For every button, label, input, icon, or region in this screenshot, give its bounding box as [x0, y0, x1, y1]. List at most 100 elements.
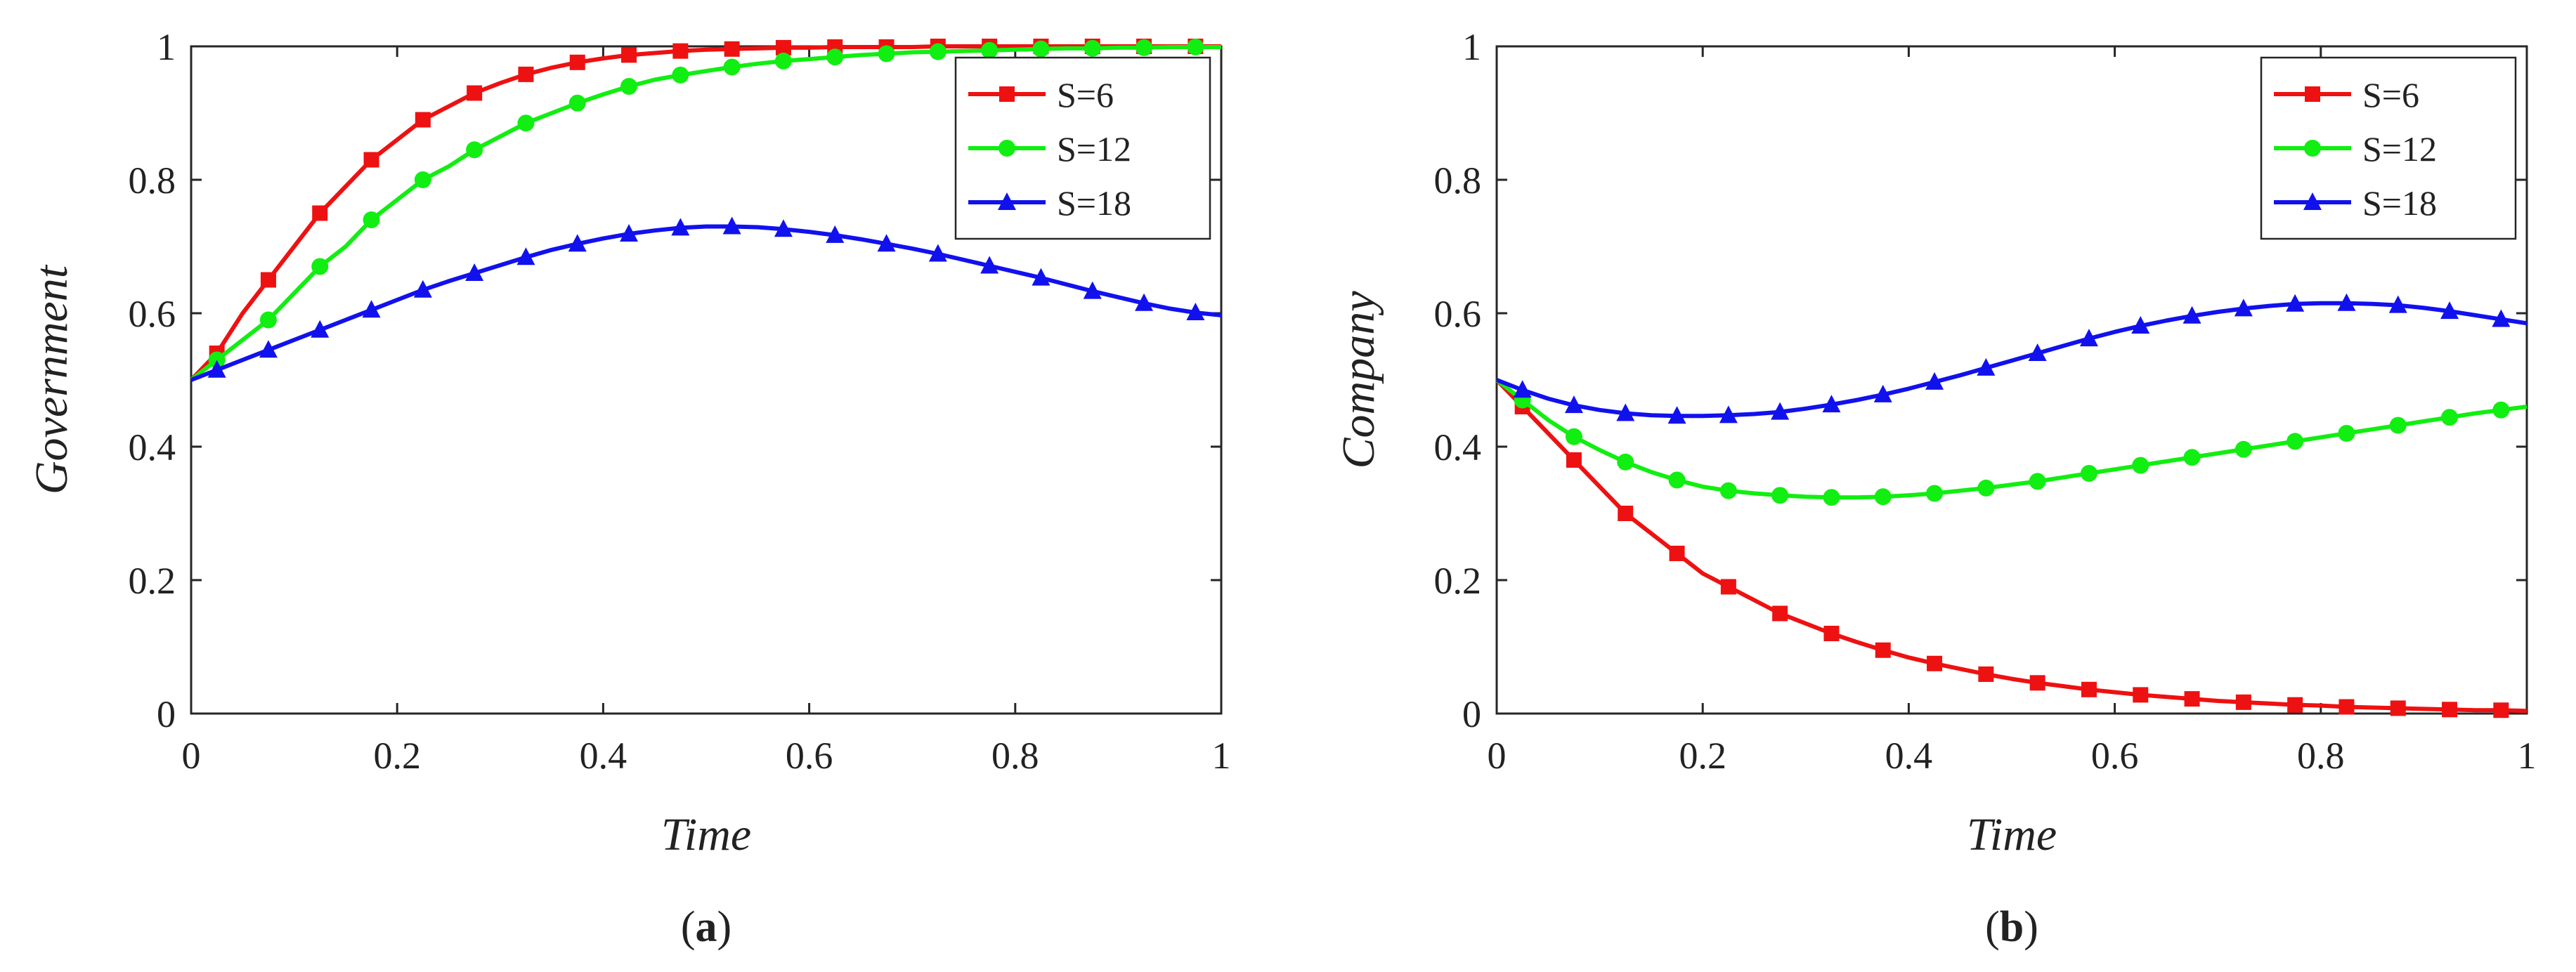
data-point-s6: [312, 205, 328, 221]
legend-marker-square: [2305, 86, 2320, 102]
data-point-s18: [1616, 403, 1635, 421]
data-point-s18: [2234, 298, 2253, 317]
data-point-s12: [1187, 38, 1204, 55]
data-point-s18: [2440, 301, 2459, 320]
data-point-s18: [2131, 316, 2150, 334]
data-point-s6: [569, 54, 585, 70]
data-point-s18: [2286, 294, 2305, 312]
data-point-s12: [2389, 416, 2407, 434]
data-point-s18: [259, 340, 278, 358]
data-point-s6: [2390, 700, 2406, 716]
data-point-s6: [518, 66, 534, 82]
x-tick-label: 0.2: [373, 735, 421, 777]
data-point-s12: [1617, 453, 1634, 471]
data-point-s6: [2287, 697, 2303, 713]
data-point-s12: [466, 141, 483, 159]
data-point-s12: [929, 43, 947, 60]
data-point-s18: [1032, 268, 1050, 286]
panel-b-legend: S=6 S=12 S=18: [2260, 56, 2517, 240]
data-point-s18: [311, 320, 330, 338]
data-point-s18: [980, 256, 999, 274]
legend-marker-square: [999, 86, 1015, 102]
data-point-s12: [1084, 39, 1101, 57]
data-point-s18: [1186, 303, 1205, 321]
y-tick-label: 1: [1462, 26, 1481, 68]
panel-b-x-ticks: 0 0.2 0.4 0.6 0.8 1: [1488, 46, 2537, 777]
data-point-s18: [722, 216, 741, 235]
data-point-s18: [1513, 380, 1532, 398]
data-point-s6: [2338, 699, 2355, 715]
legend-marker-circle: [2304, 140, 2321, 157]
panel-a-y-ticks: 0 0.2 0.4 0.6 0.8 1: [129, 26, 1221, 735]
panel-a-caption-close: ): [717, 903, 732, 951]
panel-a-x-axis-label: Time: [661, 809, 751, 860]
data-point-s18: [620, 223, 639, 242]
data-point-s18: [516, 247, 535, 265]
y-tick-label: 0.6: [129, 293, 176, 335]
data-point-s6: [2235, 694, 2251, 710]
data-point-s18: [362, 300, 381, 318]
data-point-s12: [2080, 465, 2097, 482]
data-point-s18: [1135, 293, 1154, 311]
data-point-s18: [1977, 357, 1996, 376]
data-point-s6: [1978, 666, 1994, 682]
data-point-s12: [620, 78, 638, 95]
data-point-s12: [311, 258, 329, 275]
panel-b-caption-letter: b: [2000, 903, 2024, 951]
data-point-s18: [2337, 293, 2356, 311]
y-tick-label: 0.6: [1434, 293, 1482, 335]
data-point-s12: [1136, 39, 1153, 56]
data-point-s6: [2133, 687, 2149, 703]
legend-label-s12: S=12: [1057, 129, 1131, 169]
panel-a-legend: S=6 S=12 S=18: [954, 56, 1211, 240]
x-tick-label: 1: [1212, 735, 1231, 777]
data-point-s6: [2442, 702, 2458, 718]
legend-entry-s6: S=6: [2274, 75, 2419, 114]
panel-b-series: [1495, 293, 2528, 718]
data-point-s6: [1720, 579, 1736, 595]
data-point-s6: [2493, 702, 2509, 718]
data-point-s12: [1565, 428, 1582, 445]
x-tick-label: 0.6: [2091, 735, 2139, 777]
data-point-s12: [2441, 409, 2459, 426]
data-point-s18: [1083, 281, 1102, 299]
panel-b-caption-close: ): [2024, 903, 2038, 951]
panel-a: 0 0.2 0.4 0.6 0.8 1 0 0.2 0.4 0.6 0.8 1 Time Gover…: [26, 26, 1231, 951]
data-point-s6: [1566, 452, 1582, 468]
legend-label-s18: S=18: [2362, 183, 2437, 223]
data-point-s6: [260, 272, 276, 288]
data-point-s12: [774, 52, 792, 70]
data-point-s6: [621, 47, 637, 63]
data-point-s18: [826, 225, 845, 243]
y-tick-label: 0: [157, 693, 176, 735]
data-point-s6: [775, 39, 791, 55]
x-tick-label: 0.8: [991, 735, 1039, 777]
data-point-s6: [672, 43, 689, 59]
legend-label-s6: S=6: [1057, 75, 1114, 114]
data-point-s12: [259, 311, 277, 329]
data-point-s12: [568, 94, 586, 112]
data-point-s18: [207, 360, 226, 378]
data-point-s12: [1719, 482, 1737, 499]
data-point-s18: [671, 218, 690, 236]
data-point-s18: [1564, 395, 1583, 414]
data-point-s6: [2081, 681, 2097, 697]
data-point-s12: [1032, 40, 1050, 58]
y-tick-label: 0.4: [1434, 426, 1482, 468]
data-point-s18: [877, 234, 896, 252]
y-tick-label: 1: [157, 26, 176, 68]
legend-marker-circle: [998, 140, 1015, 157]
data-point-s6: [1618, 506, 1634, 521]
data-point-s18: [568, 234, 587, 252]
data-point-s18: [413, 280, 432, 298]
legend-marker-triangle: [2303, 192, 2322, 210]
series-line-s18: [1495, 301, 2528, 419]
panel-a-caption-letter: a: [696, 903, 717, 951]
data-point-s6: [1823, 626, 1840, 641]
data-point-s18: [1771, 402, 1790, 420]
panel-b-y-axis-label: Company: [1333, 291, 1384, 469]
data-point-s12: [517, 114, 535, 132]
data-point-s18: [2388, 295, 2407, 313]
y-tick-label: 0.4: [129, 426, 176, 468]
data-point-s12: [208, 351, 226, 369]
